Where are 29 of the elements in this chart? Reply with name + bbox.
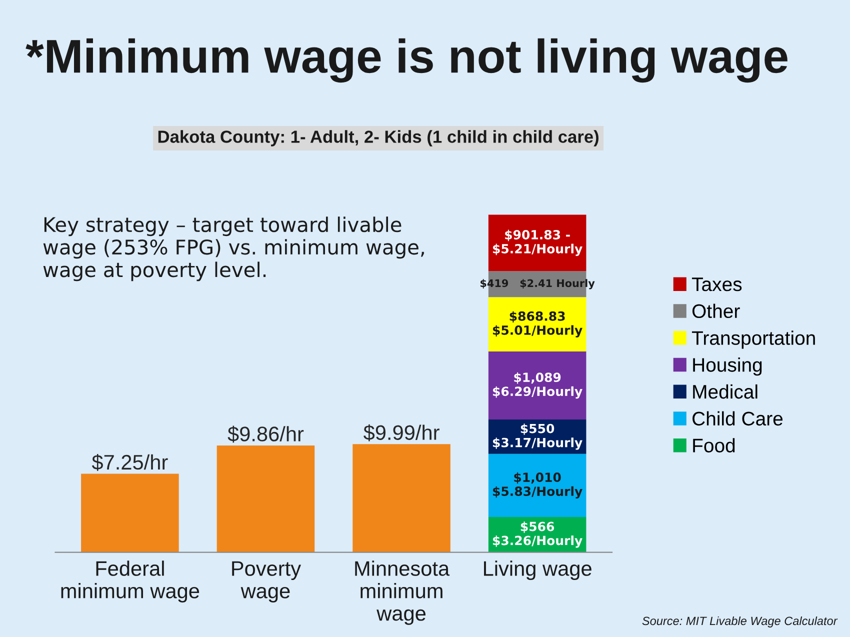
x-tick-label: Living wage <box>484 560 592 580</box>
chart-title: *Minimum wage is not living wage <box>26 38 788 83</box>
legend-label: Child Care <box>692 411 783 426</box>
data-label: $550 $3.17/Hourly <box>492 424 582 450</box>
annotation: Key strategy – target toward livable wage (253% FPG) vs. minimum wage, wage at poverty level. <box>43 216 424 282</box>
data-label: $9.99/hr <box>364 424 440 442</box>
bar <box>352 444 450 552</box>
x-tick-label: Poverty wage <box>232 561 302 602</box>
bar <box>488 351 586 420</box>
x-tick-label: Minnesota minimum wage <box>355 560 450 625</box>
legend-label: Transportation <box>692 330 815 349</box>
legend-label: Housing <box>693 358 762 376</box>
data-label: $868.83 $5.01/Hourly <box>492 311 582 338</box>
legend-label: Medical <box>693 384 758 399</box>
bar <box>81 474 179 552</box>
legend-label: Food <box>693 438 735 452</box>
x-tick-label: Federal minimum wage <box>61 560 200 602</box>
legend-label: Other <box>692 304 740 318</box>
source-note: Source: MIT Livable Wage Calculator <box>642 616 838 628</box>
data-label: $566 $3.26/Hourly <box>492 522 582 548</box>
bar <box>488 454 586 517</box>
data-label: $1,089 $6.29/Hourly <box>492 372 582 399</box>
data-label: $901.83 - $5.21/Hourly <box>492 230 582 256</box>
data-label: $9.86/hr <box>228 426 304 443</box>
legend-label: Taxes <box>692 278 742 292</box>
data-label: $7.25/hr <box>92 454 168 471</box>
bar <box>216 446 315 552</box>
chart-subtitle: Dakota County: 1- Adult, 2- Kids (1 child in child care) <box>158 130 598 146</box>
data-label: $1,010 $5.83/Hourly <box>492 472 582 499</box>
